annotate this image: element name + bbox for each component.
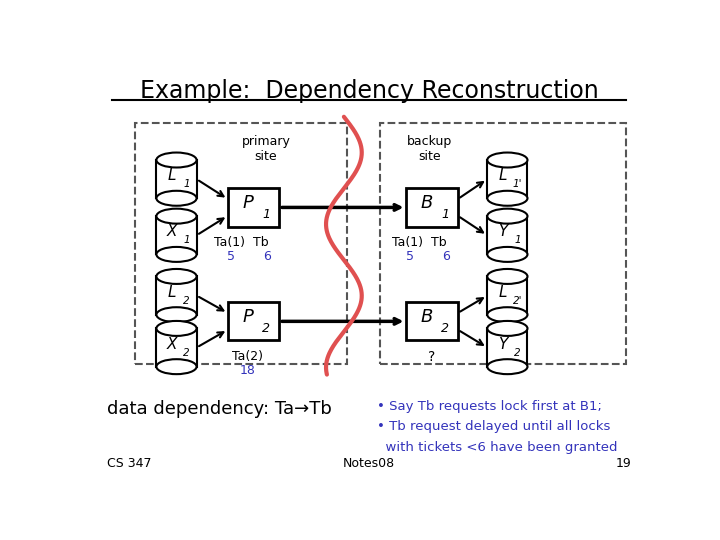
Text: 5: 5 [406, 250, 414, 263]
Polygon shape [487, 328, 528, 367]
Ellipse shape [156, 269, 197, 284]
Text: 2: 2 [262, 322, 270, 335]
Text: Ta(2): Ta(2) [233, 349, 264, 363]
Text: 2: 2 [183, 348, 190, 357]
Polygon shape [487, 216, 528, 254]
Text: 1: 1 [441, 208, 449, 221]
Text: B: B [420, 194, 433, 212]
Text: 2: 2 [441, 322, 449, 335]
Text: 19: 19 [616, 457, 631, 470]
Text: with tickets <6 have been granted: with tickets <6 have been granted [377, 441, 618, 454]
Ellipse shape [487, 321, 528, 336]
Polygon shape [156, 160, 197, 198]
Ellipse shape [156, 247, 197, 262]
Ellipse shape [156, 208, 197, 224]
Text: Ta(1)  Tb: Ta(1) Tb [214, 235, 269, 249]
Text: Y: Y [498, 225, 508, 239]
Ellipse shape [156, 321, 197, 336]
Text: Ta(1)  Tb: Ta(1) Tb [392, 235, 447, 249]
Polygon shape [156, 276, 197, 315]
Text: 1: 1 [183, 179, 190, 189]
Ellipse shape [487, 269, 528, 284]
Text: 6: 6 [442, 250, 450, 263]
Ellipse shape [487, 191, 528, 206]
Ellipse shape [156, 359, 197, 374]
Ellipse shape [487, 208, 528, 224]
Text: L: L [499, 285, 507, 300]
Text: Y: Y [498, 337, 508, 352]
Text: X: X [167, 225, 177, 239]
FancyBboxPatch shape [406, 188, 458, 227]
Text: Notes08: Notes08 [343, 457, 395, 470]
Text: X: X [167, 337, 177, 352]
Text: L: L [168, 285, 176, 300]
Ellipse shape [487, 307, 528, 322]
Ellipse shape [487, 152, 528, 167]
Polygon shape [156, 328, 197, 367]
Text: 2': 2' [513, 295, 522, 306]
Text: Example:  Dependency Reconstruction: Example: Dependency Reconstruction [140, 79, 598, 103]
Text: 5: 5 [228, 250, 235, 263]
Text: 1': 1' [513, 179, 522, 189]
Text: 2: 2 [514, 348, 521, 357]
Text: ?: ? [428, 349, 436, 363]
Text: P: P [243, 194, 253, 212]
Text: 1: 1 [262, 208, 270, 221]
Text: L: L [168, 168, 176, 183]
FancyBboxPatch shape [228, 302, 279, 341]
Text: B: B [420, 308, 433, 326]
Ellipse shape [156, 152, 197, 167]
Text: 2: 2 [183, 295, 190, 306]
Text: primary
site: primary site [242, 136, 291, 164]
FancyBboxPatch shape [228, 188, 279, 227]
Text: L: L [499, 168, 507, 183]
Text: 6: 6 [264, 250, 271, 263]
Text: • Say Tb requests lock first at B1;: • Say Tb requests lock first at B1; [377, 400, 602, 413]
FancyBboxPatch shape [406, 302, 458, 341]
Text: 1: 1 [514, 235, 521, 245]
Text: 1: 1 [183, 235, 190, 245]
Ellipse shape [156, 307, 197, 322]
Ellipse shape [487, 247, 528, 262]
Text: CS 347: CS 347 [107, 457, 151, 470]
Text: P: P [243, 308, 253, 326]
Polygon shape [156, 216, 197, 254]
Text: backup
site: backup site [407, 136, 452, 164]
Text: • Tb request delayed until all locks: • Tb request delayed until all locks [377, 420, 611, 433]
Text: 18: 18 [240, 364, 256, 377]
Polygon shape [487, 160, 528, 198]
Ellipse shape [487, 359, 528, 374]
Ellipse shape [156, 191, 197, 206]
Polygon shape [487, 276, 528, 315]
Text: data dependency: Ta→Tb: data dependency: Ta→Tb [107, 400, 332, 417]
